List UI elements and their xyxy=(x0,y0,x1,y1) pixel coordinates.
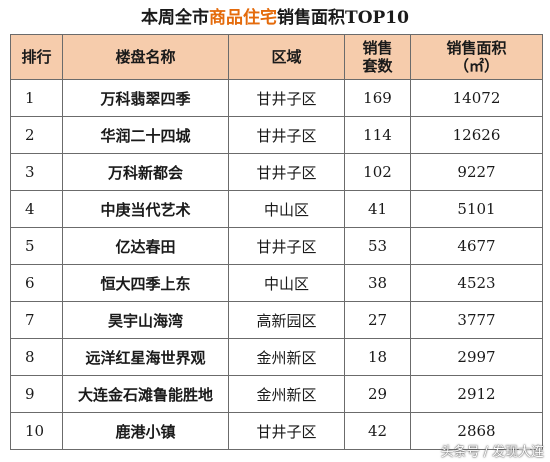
table-header-row: 排行 楼盘名称 区域 销售 套数 销售面积 （㎡） xyxy=(10,34,543,80)
cell-name: 昊宇山海湾 xyxy=(62,301,229,339)
cell-name: 鹿港小镇 xyxy=(62,412,229,450)
title-prefix: 本周全市 xyxy=(141,8,210,28)
table-row: 2 华润二十四城 甘井子区 114 12626 xyxy=(10,116,543,154)
cell-rank: 10 xyxy=(10,412,63,450)
cell-sets: 169 xyxy=(344,79,411,117)
cell-name: 远洋红星海世界观 xyxy=(62,338,229,376)
cell-sets: 29 xyxy=(344,375,411,413)
cell-sets: 27 xyxy=(344,301,411,339)
cell-area: 甘井子区 xyxy=(228,227,345,265)
table-row: 7 昊宇山海湾 高新园区 27 3777 xyxy=(10,301,543,339)
cell-sets: 18 xyxy=(344,338,411,376)
cell-rank: 5 xyxy=(10,227,63,265)
header-sets-line1: 销售 xyxy=(362,39,393,57)
header-name: 楼盘名称 xyxy=(62,34,229,80)
sales-ranking-table: 排行 楼盘名称 区域 销售 套数 销售面积 （㎡） 1 万科翡翠四季 甘井子区 … xyxy=(10,34,543,450)
cell-rank: 1 xyxy=(10,79,63,117)
cell-area: 甘井子区 xyxy=(228,153,345,191)
title-highlight: 商品住宅 xyxy=(209,8,278,28)
table-row: 10 鹿港小镇 甘井子区 42 2868 xyxy=(10,412,543,450)
cell-area: 高新园区 xyxy=(228,301,345,339)
cell-name: 亿达春田 xyxy=(62,227,229,265)
cell-sets: 41 xyxy=(344,190,411,228)
cell-size: 2997 xyxy=(410,338,543,376)
cell-name: 恒大四季上东 xyxy=(62,264,229,302)
source-watermark: 头条号 / 发现大连 xyxy=(441,441,544,460)
cell-rank: 7 xyxy=(10,301,63,339)
table-row: 3 万科新都会 甘井子区 102 9227 xyxy=(10,153,543,191)
cell-size: 14072 xyxy=(410,79,543,117)
cell-sets: 53 xyxy=(344,227,411,265)
header-area: 区域 xyxy=(228,34,345,80)
watermark-author: 发现大连 xyxy=(491,445,544,460)
cell-sets: 38 xyxy=(344,264,411,302)
header-sets-line2: 套数 xyxy=(362,57,393,75)
cell-rank: 2 xyxy=(10,116,63,154)
cell-sets: 42 xyxy=(344,412,411,450)
header-size-line2: （㎡） xyxy=(453,57,499,75)
cell-area: 甘井子区 xyxy=(228,116,345,154)
title-suffix: 销售面积TOP10 xyxy=(277,8,409,28)
cell-rank: 4 xyxy=(10,190,63,228)
cell-rank: 6 xyxy=(10,264,63,302)
cell-size: 5101 xyxy=(410,190,543,228)
cell-size: 3777 xyxy=(410,301,543,339)
cell-name: 万科新都会 xyxy=(62,153,229,191)
cell-name: 华润二十四城 xyxy=(62,116,229,154)
page-title: 本周全市商品住宅销售面积TOP10 xyxy=(0,4,550,32)
header-sets: 销售 套数 xyxy=(344,34,411,80)
cell-area: 中山区 xyxy=(228,190,345,228)
cell-area: 甘井子区 xyxy=(228,79,345,117)
watermark-separator: / xyxy=(483,445,488,460)
cell-area: 中山区 xyxy=(228,264,345,302)
cell-name: 万科翡翠四季 xyxy=(62,79,229,117)
cell-area: 金州新区 xyxy=(228,375,345,413)
cell-area: 甘井子区 xyxy=(228,412,345,450)
cell-size: 12626 xyxy=(410,116,543,154)
table-row: 6 恒大四季上东 中山区 38 4523 xyxy=(10,264,543,302)
cell-size: 2912 xyxy=(410,375,543,413)
header-rank: 排行 xyxy=(10,34,63,80)
header-size-line1: 销售面积 xyxy=(446,39,507,57)
table-row: 4 中庚当代艺术 中山区 41 5101 xyxy=(10,190,543,228)
watermark-source: 头条号 xyxy=(440,445,480,460)
cell-size: 4677 xyxy=(410,227,543,265)
table-row: 9 大连金石滩鲁能胜地 金州新区 29 2912 xyxy=(10,375,543,413)
cell-rank: 9 xyxy=(10,375,63,413)
table-row: 1 万科翡翠四季 甘井子区 169 14072 xyxy=(10,79,543,117)
cell-rank: 8 xyxy=(10,338,63,376)
table-row: 8 远洋红星海世界观 金州新区 18 2997 xyxy=(10,338,543,376)
cell-name: 大连金石滩鲁能胜地 xyxy=(62,375,229,413)
cell-name: 中庚当代艺术 xyxy=(62,190,229,228)
cell-size: 2868 xyxy=(410,412,543,450)
header-size: 销售面积 （㎡） xyxy=(410,34,543,80)
cell-area: 金州新区 xyxy=(228,338,345,376)
cell-sets: 102 xyxy=(344,153,411,191)
cell-rank: 3 xyxy=(10,153,63,191)
cell-size: 9227 xyxy=(410,153,543,191)
table-row: 5 亿达春田 甘井子区 53 4677 xyxy=(10,227,543,265)
cell-size: 4523 xyxy=(410,264,543,302)
cell-sets: 114 xyxy=(344,116,411,154)
